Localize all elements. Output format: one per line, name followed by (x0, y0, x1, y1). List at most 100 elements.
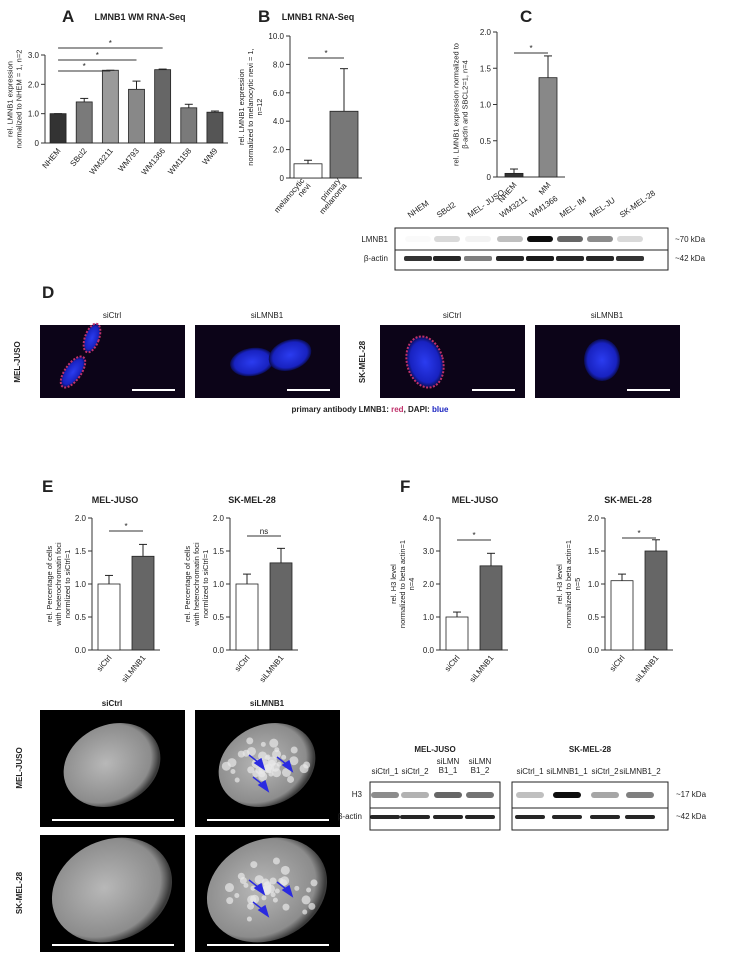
lane-label: siCtrl_2 (401, 767, 429, 776)
significance-label: * (472, 531, 475, 540)
x-tick-label: siCtrl (443, 653, 462, 673)
y-axis-label: n=12 (255, 99, 264, 116)
lane-label: MEL- IM (558, 195, 588, 220)
speckle (261, 895, 267, 901)
speckle (290, 746, 298, 754)
column-label: siLMNB1 (251, 311, 284, 320)
speckle (246, 916, 252, 922)
x-tick-label-group: siCtrl (608, 653, 627, 673)
significance-label: * (529, 44, 532, 53)
nucleus (405, 335, 445, 389)
y-axis-label: with heterochromatin foci (192, 542, 201, 627)
arrow (248, 754, 266, 771)
speckle (289, 756, 299, 766)
y-axis-label: rel. H3 level (555, 564, 564, 604)
y-tick-label: 2.0 (588, 514, 600, 523)
chart-title: LMNB1 RNA-Seq (282, 12, 355, 22)
y-axis-label: normlized to siCtrl=1 (63, 550, 72, 619)
y-tick-label: 0.0 (213, 646, 225, 655)
band (434, 236, 460, 242)
row-label: MEL-JUSO (15, 747, 24, 788)
band (465, 236, 491, 242)
y-tick-label: 1.0 (28, 110, 40, 119)
y-tick-label: 2.0 (273, 146, 285, 155)
speckle (287, 775, 295, 783)
x-tick-label: siLMNB1 (120, 653, 148, 684)
y-tick-label: 2.0 (28, 80, 40, 89)
bar (293, 163, 323, 179)
x-tick-label: siCtrl (95, 653, 114, 673)
band (405, 236, 431, 242)
arrow (252, 776, 270, 793)
x-tick-label: siCtrl (608, 653, 627, 673)
y-tick-label: 1.0 (213, 580, 225, 589)
y-tick-label: 1.5 (213, 547, 225, 556)
lane-label: siLMN (469, 757, 492, 766)
speckle (234, 777, 240, 783)
nucleus (584, 339, 620, 381)
row-label: β-actin (338, 812, 362, 821)
speckle (254, 875, 264, 885)
column-label: siCtrl (103, 311, 121, 320)
nucleus (82, 322, 102, 354)
speckle (272, 897, 278, 903)
bar (154, 69, 172, 144)
band (626, 792, 654, 798)
size-label: ~42 kDa (676, 812, 707, 821)
chart-title: MEL-JUSO (92, 495, 139, 505)
band (516, 792, 544, 798)
y-axis-label: rel. H3 level (389, 564, 398, 604)
x-tick-label: SBcl2 (68, 146, 89, 168)
x-tick-label-group: WM3211 (88, 146, 115, 176)
x-tick-label: WM3211 (88, 146, 115, 176)
bar (329, 110, 359, 179)
speckle (247, 766, 255, 774)
bar (538, 77, 558, 178)
y-tick-label: 1.5 (588, 547, 600, 556)
y-tick-label: 0.0 (75, 646, 87, 655)
bar (610, 580, 634, 651)
lane-label: siCtrl_1 (516, 767, 544, 776)
panel-letter: F (400, 477, 410, 496)
y-tick-label: 2.0 (75, 514, 87, 523)
speckle (242, 749, 250, 757)
group-title: MEL-JUSO (414, 745, 455, 754)
speckle (264, 755, 270, 761)
speckle (234, 892, 240, 898)
band (433, 256, 461, 261)
size-label: ~17 kDa (676, 790, 707, 799)
size-label: ~42 kDa (675, 254, 706, 263)
speckle (237, 872, 245, 880)
x-tick-label-group: siCtrl (443, 653, 462, 673)
caption-part: , DAPI: (404, 405, 432, 414)
speckle (280, 876, 290, 886)
band (404, 256, 432, 261)
y-tick-label: 0.5 (75, 613, 87, 622)
x-tick-label-group: WM1366 (140, 146, 168, 177)
bar (235, 583, 259, 651)
y-tick-label: 1.0 (480, 101, 492, 110)
nucleus (230, 347, 274, 377)
band (616, 256, 644, 261)
significance-label: * (324, 49, 327, 58)
panel-letter: B (258, 7, 270, 26)
speckle (301, 895, 311, 905)
speckle (276, 761, 282, 767)
speckle (281, 767, 291, 777)
y-tick-label: 2.0 (213, 514, 225, 523)
lane-label: SK-MEL-28 (618, 188, 657, 219)
nucleus (63, 723, 161, 807)
y-tick-label: 1.5 (75, 547, 87, 556)
nucleus (59, 355, 87, 389)
y-tick-label: 0 (487, 173, 492, 182)
significance-label: * (124, 522, 127, 531)
bar (644, 550, 668, 651)
band (556, 256, 584, 261)
y-axis-label: n=5 (573, 578, 582, 591)
band (526, 256, 554, 261)
speckle (274, 888, 280, 894)
y-tick-label: 3.0 (28, 51, 40, 60)
band (591, 792, 619, 798)
chart-title: MEL-JUSO (452, 495, 499, 505)
